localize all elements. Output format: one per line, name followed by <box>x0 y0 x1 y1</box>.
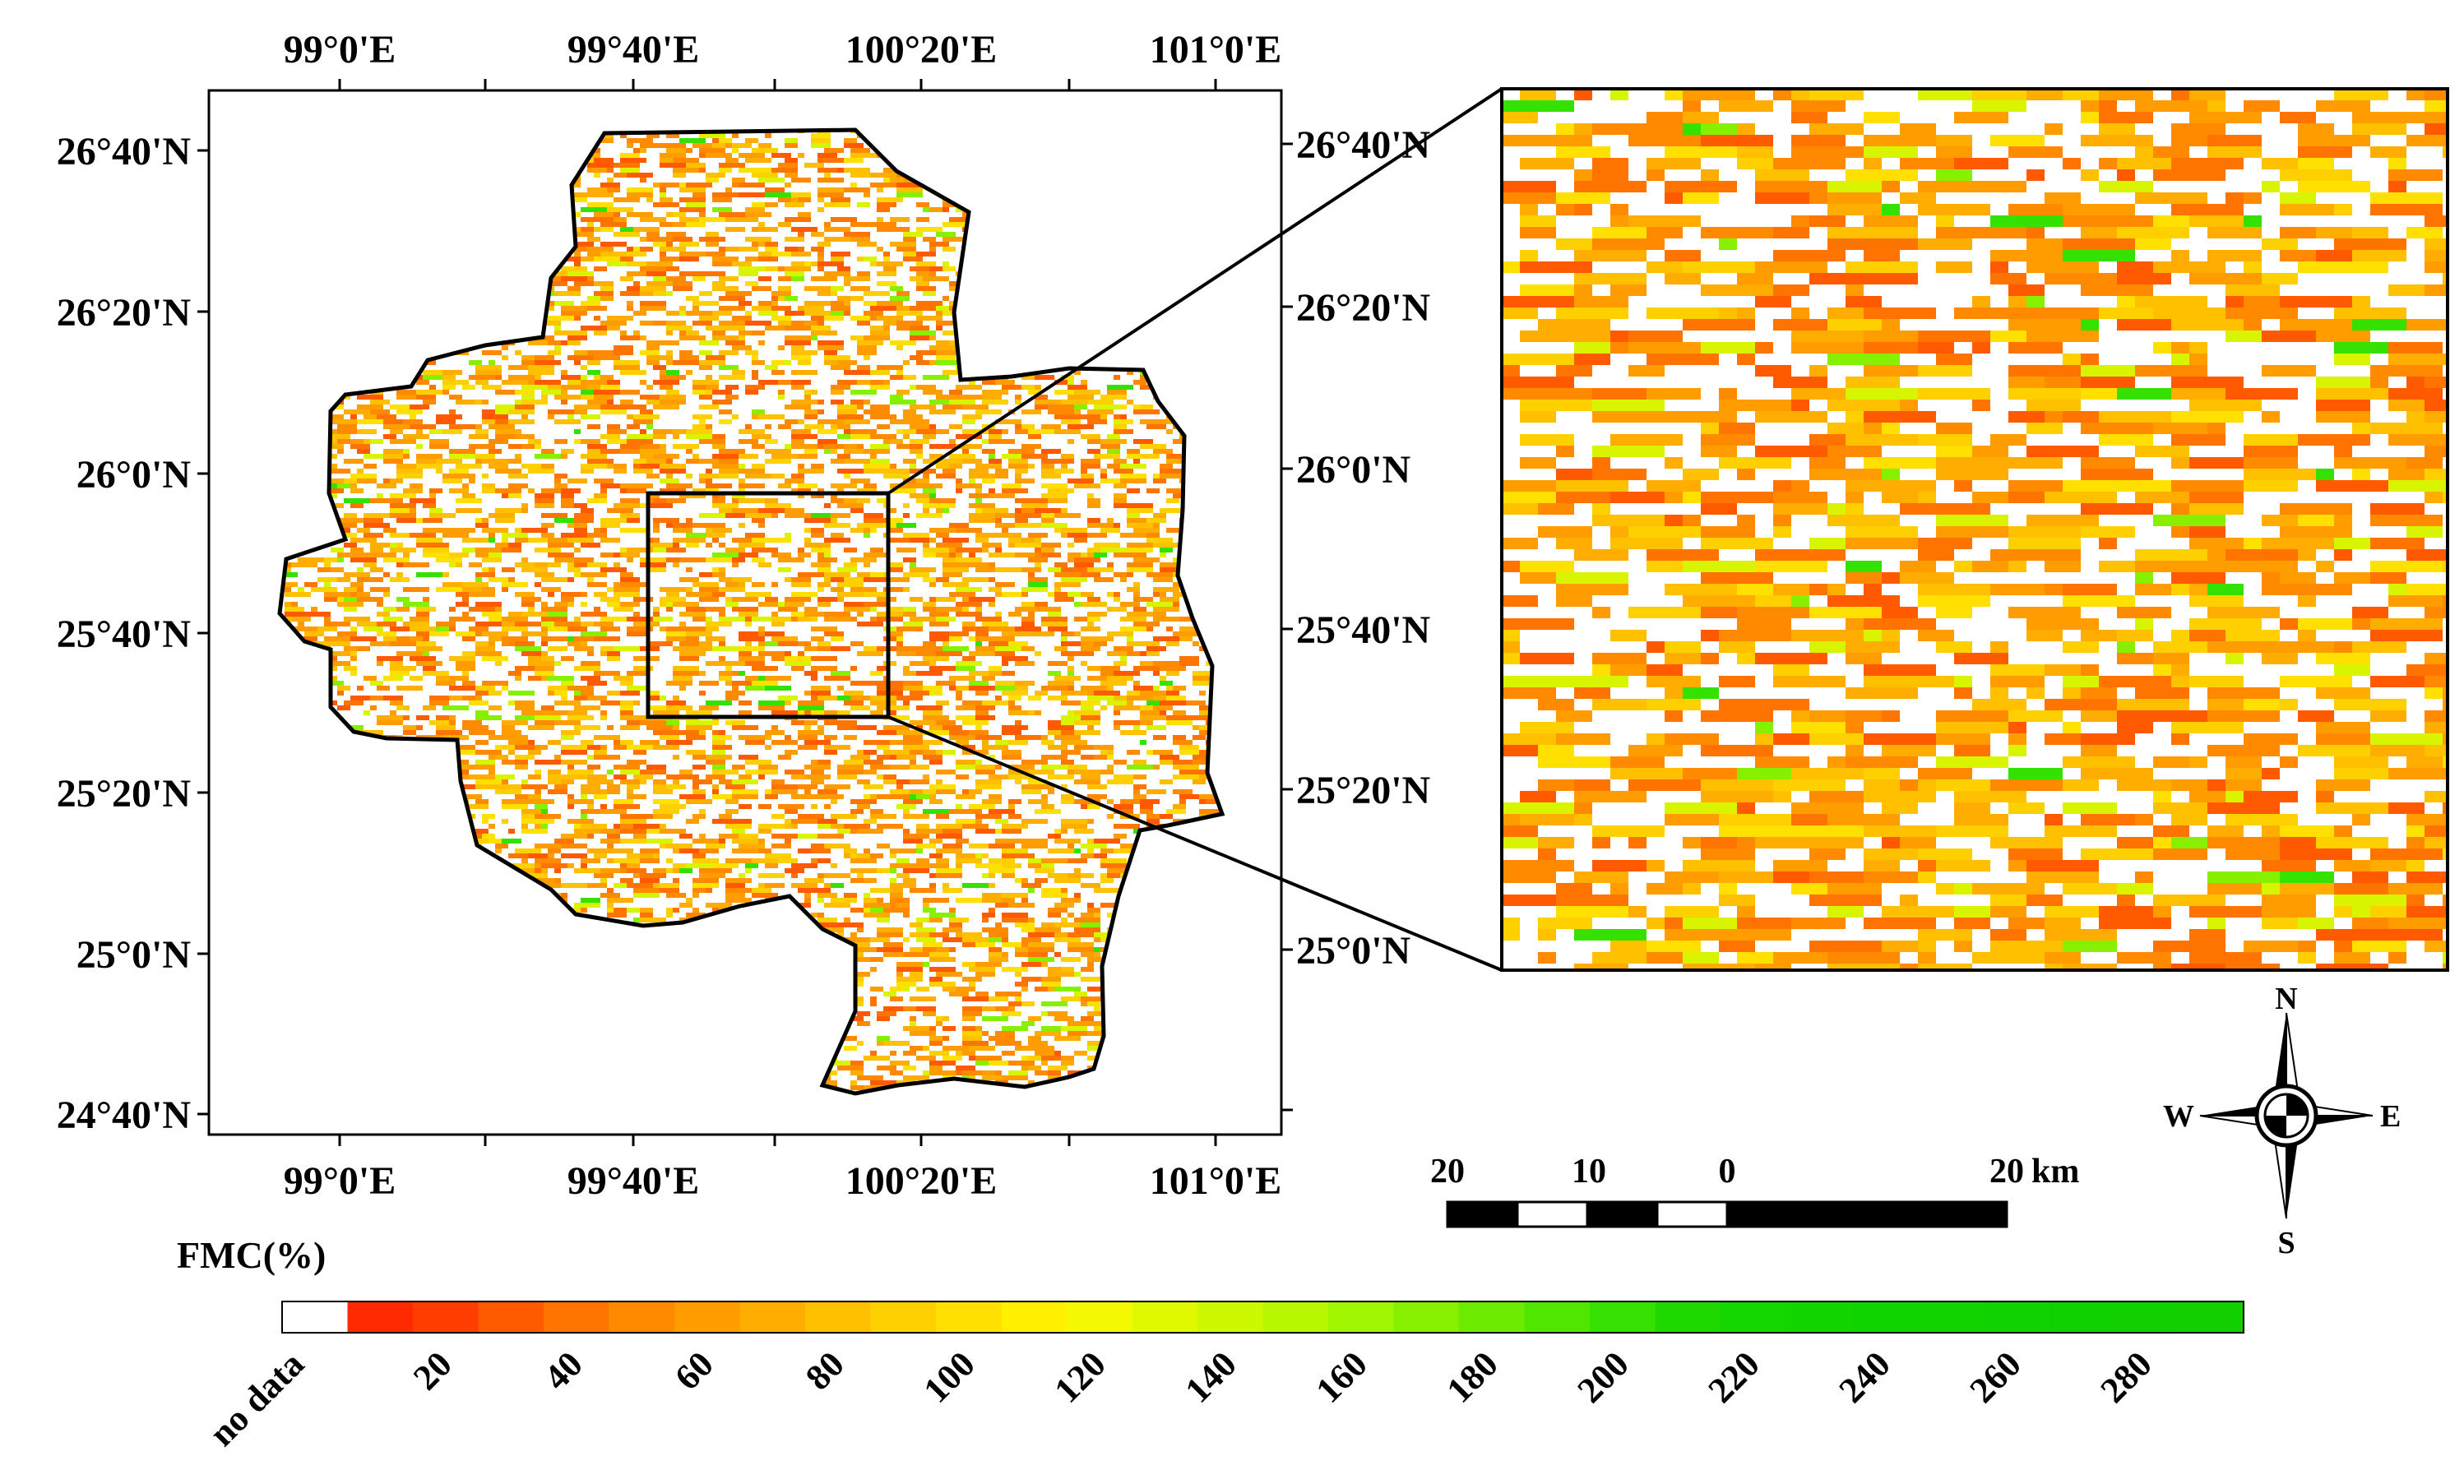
legend-swatch <box>2178 1301 2244 1333</box>
top-lon-label: 99°0'E <box>284 28 396 72</box>
inset-map-frame <box>1500 87 2449 972</box>
legend-swatch <box>1851 1301 1917 1333</box>
legend-tick-labels: 20 40 60 80 100 120 140 160 180 200 220 240 260 280 <box>405 1343 2160 1410</box>
right-lat-label: 26°40'N <box>1296 123 1431 167</box>
scale-bar: 20 10 0 20 km <box>1430 1153 2079 1228</box>
top-longitude-labels: 99°0'E 99°40'E 100°20'E 101°0'E <box>284 28 1282 72</box>
legend-swatch <box>674 1301 740 1333</box>
legend-swatch <box>1328 1301 1394 1333</box>
right-lat-label: 26°20'N <box>1296 286 1431 330</box>
left-latitude-labels: 26°40'N 26°20'N 26°0'N 25°40'N 25°20'N 2… <box>57 130 192 1137</box>
legend-swatch <box>1393 1301 1460 1333</box>
left-lat-label: 25°20'N <box>57 772 192 816</box>
scale-unit: km <box>2031 1153 2079 1190</box>
legend-color-bar <box>281 1301 2244 1334</box>
scale-label-0: 0 <box>1719 1153 1736 1190</box>
left-lat-label: 25°40'N <box>57 613 192 656</box>
inset-fmc-raster <box>1502 89 2448 970</box>
legend-tick-label: 60 <box>667 1343 721 1398</box>
top-lon-label: 100°20'E <box>845 28 998 72</box>
zoom-extent-box <box>646 491 891 719</box>
legend-tick-label: 100 <box>916 1343 983 1410</box>
legend-tick-label: 40 <box>536 1343 591 1398</box>
legend-swatch <box>870 1301 937 1333</box>
legend-tick-label: 180 <box>1439 1343 1506 1410</box>
legend-no-data-label: no data <box>201 1343 312 1454</box>
legend-swatch <box>2047 1301 2114 1333</box>
left-lat-label: 26°0'N <box>76 453 192 497</box>
legend-swatch <box>1524 1301 1591 1333</box>
inset-map <box>1500 87 2449 972</box>
legend-swatch <box>805 1301 871 1333</box>
legend-swatch <box>1655 1301 1721 1333</box>
south-label: S <box>2277 1226 2295 1260</box>
legend-swatch <box>413 1301 479 1333</box>
right-lat-label: 25°0'N <box>1296 929 1411 973</box>
legend-swatch <box>2113 1301 2179 1333</box>
legend-swatch <box>1197 1301 1263 1333</box>
left-lat-label: 25°0'N <box>76 933 192 977</box>
region-boundary <box>277 127 1225 1096</box>
legend-swatch <box>936 1301 1002 1333</box>
legend-title: FMC(%) <box>177 1234 326 1276</box>
legend-swatch <box>1721 1301 1786 1333</box>
main-map-ticks <box>197 79 1293 1146</box>
legend-tick-label: 120 <box>1047 1343 1114 1410</box>
west-label: W <box>2163 1099 2194 1134</box>
zoom-connector-top <box>887 87 1503 495</box>
legend-tick-label: 140 <box>1178 1343 1244 1410</box>
top-lon-label: 99°40'E <box>567 28 700 72</box>
legend-tick-label: 20 <box>405 1343 460 1398</box>
left-lat-label: 26°20'N <box>57 291 192 335</box>
legend-tick-label: 80 <box>798 1343 852 1398</box>
legend-swatch <box>1459 1301 1525 1333</box>
right-lat-label: 26°0'N <box>1296 448 1411 492</box>
legend-swatch <box>1590 1301 1656 1333</box>
bottom-longitude-labels: 99°0'E 99°40'E 100°20'E 101°0'E <box>284 1159 1282 1203</box>
legend-bar-outline <box>281 1301 2244 1334</box>
legend-swatch <box>1262 1301 1329 1333</box>
north-arrow-icon: N S W E <box>2163 982 2401 1260</box>
legend-tick-label: 280 <box>2093 1343 2160 1410</box>
legend-swatch <box>739 1301 806 1333</box>
scale-label-20-right: 20 <box>1989 1153 2024 1190</box>
scale-label-20-left: 20 <box>1430 1153 1465 1190</box>
bottom-lon-label: 101°0'E <box>1150 1159 1282 1203</box>
legend-swatch <box>1916 1301 1983 1333</box>
legend-tick-label: 220 <box>1701 1343 1767 1410</box>
zoom-connector-bottom <box>887 715 1503 972</box>
top-lon-label: 101°0'E <box>1150 28 1282 72</box>
scale-label-10: 10 <box>1572 1153 1606 1190</box>
right-latitude-labels: 26°40'N 26°20'N 26°0'N 25°40'N 25°20'N 2… <box>1296 123 1431 973</box>
bottom-lon-label: 99°40'E <box>567 1159 700 1203</box>
legend-swatch <box>1785 1301 1852 1333</box>
north-label: N <box>2275 982 2297 1016</box>
right-lat-label: 25°20'N <box>1296 769 1431 812</box>
legend-swatch <box>544 1301 609 1333</box>
legend-swatch <box>282 1301 348 1333</box>
right-lat-label: 25°40'N <box>1296 608 1431 652</box>
east-label: E <box>2380 1099 2401 1134</box>
legend-swatch <box>1001 1301 1068 1333</box>
legend-tick-label: 200 <box>1570 1343 1637 1410</box>
legend-swatch <box>347 1301 414 1333</box>
legend-swatch <box>609 1301 675 1333</box>
legend-tick-label: 160 <box>1308 1343 1375 1410</box>
legend-swatch <box>1982 1301 2048 1333</box>
fmc-legend: FMC(%) no data 20 40 60 80 100 120 140 160 180 20… <box>177 1234 2244 1454</box>
legend-tick-label: 240 <box>1832 1343 1898 1410</box>
left-lat-label: 24°40'N <box>57 1093 192 1137</box>
bottom-lon-label: 100°20'E <box>845 1159 998 1203</box>
left-lat-label: 26°40'N <box>57 130 192 173</box>
legend-swatch <box>478 1301 544 1333</box>
legend-tick-label: 260 <box>1962 1343 2029 1410</box>
legend-swatch <box>1067 1301 1132 1333</box>
legend-swatch <box>1132 1301 1198 1333</box>
bottom-lon-label: 99°0'E <box>284 1159 396 1203</box>
